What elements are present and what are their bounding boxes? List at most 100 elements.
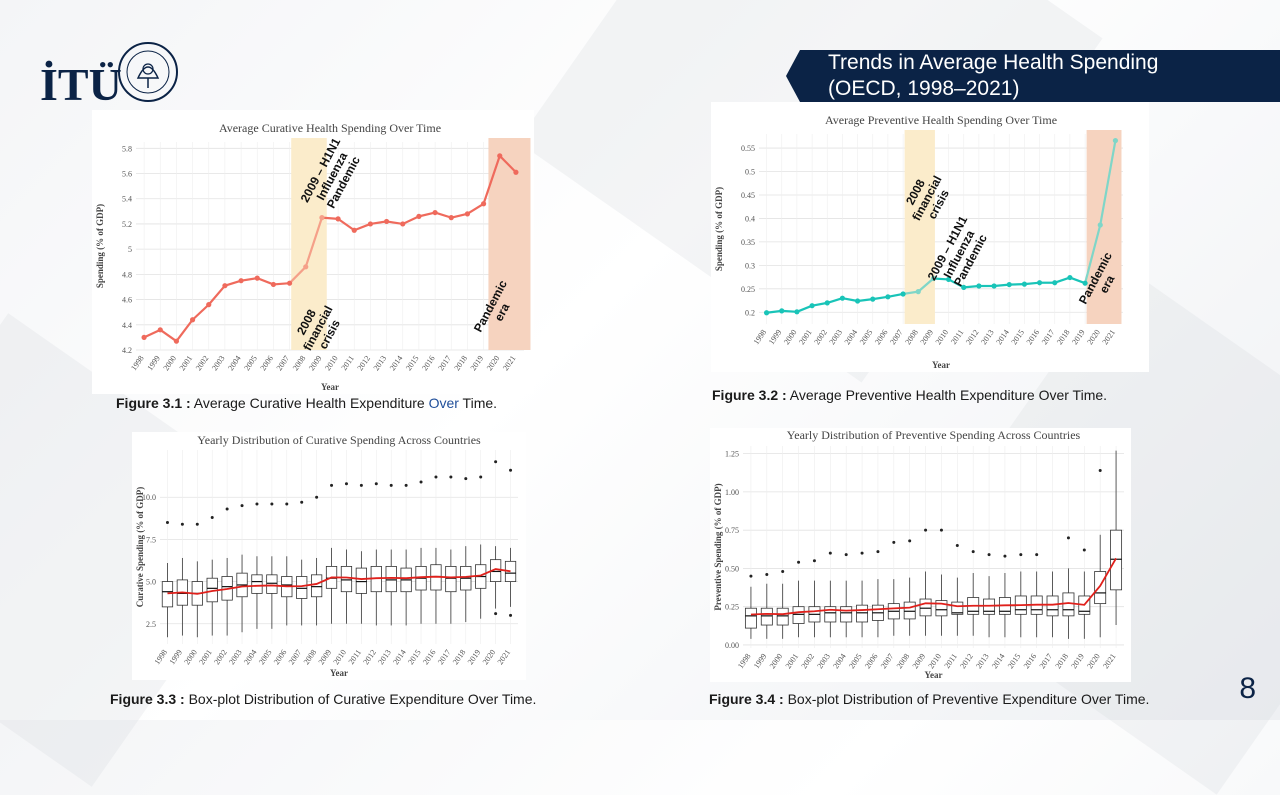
outlier-point	[1067, 536, 1070, 539]
x-tick-label: 2017	[436, 354, 453, 372]
outlier-point	[181, 523, 184, 526]
data-point	[809, 303, 814, 308]
outlier-point	[1019, 553, 1022, 556]
x-tick-label: 2021	[501, 354, 518, 372]
box	[341, 566, 351, 591]
data-point	[384, 219, 389, 224]
x-tick-label: 2016	[1022, 652, 1039, 670]
y-tick-label: 0.3	[745, 261, 755, 270]
x-tick-label: 2003	[227, 648, 244, 666]
x-tick-label: 2007	[275, 354, 292, 372]
outlier-point	[956, 544, 959, 547]
x-axis-label: Year	[321, 382, 339, 392]
data-point	[885, 294, 890, 299]
series-line	[403, 216, 419, 224]
y-tick-label: 2.5	[146, 620, 156, 629]
y-tick-label: 5.2	[122, 220, 132, 229]
x-tick-label: 2015	[1006, 652, 1023, 670]
caption-text: Box-plot Distribution of Curative Expend…	[185, 691, 537, 707]
x-tick-label: 2015	[406, 648, 423, 666]
x-tick-label: 1998	[752, 328, 769, 346]
outlier-point	[464, 477, 467, 480]
box	[857, 605, 868, 622]
outlier-point	[315, 496, 318, 499]
x-tick-label: 2020	[485, 354, 502, 372]
box	[311, 575, 321, 597]
page-number: 8	[1239, 672, 1256, 706]
outlier-point	[829, 552, 832, 555]
caption-figure-3-2: Figure 3.2 : Average Preventive Health E…	[712, 387, 1107, 403]
y-tick-label: 0.35	[741, 238, 755, 247]
outlier-point	[405, 484, 408, 487]
curative-box-chart: 2.55.07.510.0199819992000200120022003200…	[132, 432, 526, 680]
x-tick-label: 2002	[194, 354, 211, 372]
series-line	[160, 330, 176, 341]
x-axis-label: Year	[330, 668, 348, 678]
y-tick-label: 0.55	[741, 144, 755, 153]
x-tick-label: 2008	[903, 328, 920, 346]
x-tick-label: 2008	[302, 648, 319, 666]
data-point	[255, 276, 260, 281]
caption-label: Figure 3.3 :	[110, 691, 185, 707]
data-point	[303, 264, 308, 269]
caption-text: Over	[429, 395, 459, 411]
caption-text: Average Preventive Health Expenditure Ov…	[787, 387, 1107, 403]
data-point	[222, 283, 227, 288]
y-tick-label: 1.25	[725, 450, 739, 459]
y-tick-label: 0.50	[725, 564, 739, 573]
y-tick-label: 0.5	[745, 168, 755, 177]
box	[904, 602, 915, 619]
outlier-point	[479, 475, 482, 478]
box	[446, 566, 456, 591]
x-tick-label: 2009	[307, 354, 324, 372]
data-point	[1022, 282, 1027, 287]
data-point	[416, 214, 421, 219]
x-tick-label: 2002	[812, 328, 829, 346]
outlier-point	[1083, 549, 1086, 552]
data-point	[190, 317, 195, 322]
data-point	[794, 309, 799, 314]
x-axis-label: Year	[932, 360, 950, 370]
preventive-line-chart: 0.20.250.30.350.40.450.50.55199819992000…	[711, 102, 1149, 372]
outlier-point	[360, 484, 363, 487]
x-tick-label: 2011	[340, 354, 356, 372]
y-tick-label: 0.45	[741, 191, 755, 200]
x-tick-label: 2018	[453, 354, 470, 372]
outlier-point	[434, 475, 437, 478]
x-tick-label: 2010	[927, 652, 944, 670]
data-point	[870, 297, 875, 302]
x-tick-label: 2005	[858, 328, 875, 346]
data-point	[352, 228, 357, 233]
x-tick-label: 2004	[242, 648, 259, 666]
y-tick-label: 0.2	[745, 308, 755, 317]
x-tick-label: 2007	[287, 648, 304, 666]
caption-label: Figure 3.1 :	[116, 395, 191, 411]
box	[267, 575, 277, 594]
y-axis-label: Curative Spending (% of GDP)	[135, 487, 145, 608]
data-point	[991, 283, 996, 288]
x-tick-label: 2001	[178, 354, 195, 372]
outlier-point	[494, 460, 497, 463]
slide-title-line2: (OECD, 1998–2021)	[828, 76, 1268, 102]
x-tick-label: 2014	[391, 648, 408, 666]
data-point	[764, 310, 769, 315]
outlier-point	[924, 529, 927, 532]
outlier-point	[375, 482, 378, 485]
data-point	[432, 210, 437, 215]
x-tick-label: 2019	[1070, 328, 1087, 346]
series-line	[209, 286, 225, 305]
x-tick-label: 2005	[242, 354, 259, 372]
y-tick-label: 0.00	[725, 641, 739, 650]
y-tick-label: 5	[128, 245, 132, 254]
data-point	[1067, 275, 1072, 280]
y-tick-label: 5.4	[122, 195, 132, 204]
y-tick-label: 1.00	[725, 488, 739, 497]
chart-title: Average Curative Health Spending Over Ti…	[219, 121, 441, 135]
outlier-point	[892, 541, 895, 544]
x-tick-label: 2011	[943, 652, 959, 670]
x-tick-label: 2018	[1055, 328, 1072, 346]
x-tick-label: 2011	[347, 648, 363, 666]
x-tick-label: 2012	[356, 354, 373, 372]
